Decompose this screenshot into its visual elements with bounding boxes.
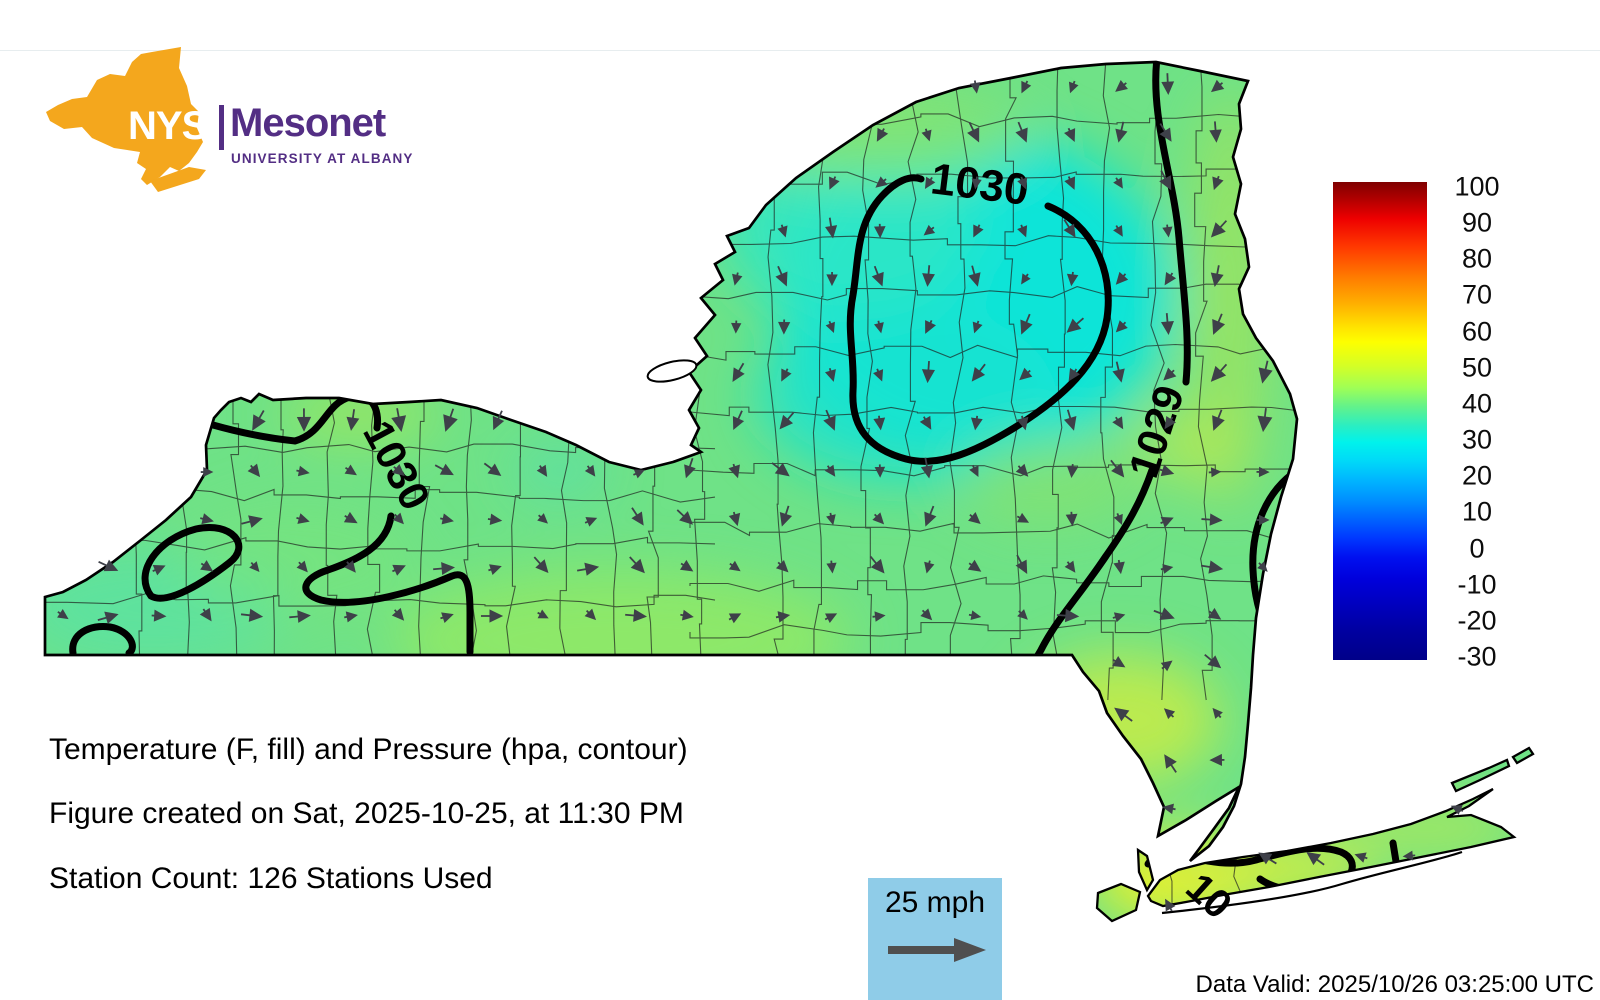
contour-label: 1030 <box>928 154 1031 215</box>
colorbar-tick: -30 <box>1457 641 1497 672</box>
colorbar-tick: 60 <box>1461 316 1493 347</box>
ny-state-silhouette <box>46 47 203 185</box>
logo-divider-bar <box>219 105 224 150</box>
long-island-logo-sliver <box>150 167 206 192</box>
logo-mesonet-text: Mesonet <box>230 101 386 145</box>
colorbar-tick: -10 <box>1457 569 1497 600</box>
county-borders <box>45 62 1311 907</box>
colorbar-tick: 40 <box>1461 388 1493 419</box>
colorbar-tick: -20 <box>1457 605 1497 636</box>
wind-reference-arrow-icon <box>888 938 986 962</box>
logo-tagline: UNIVERSITY AT ALBANY <box>231 151 414 166</box>
logo-nys-text: NYS <box>128 104 208 148</box>
figure-top-border <box>0 50 1600 51</box>
colorbar-tick: 90 <box>1461 207 1493 238</box>
wind-speed-legend: 25 mph <box>868 878 1002 1000</box>
oneida-lake <box>646 359 698 383</box>
nys-mesonet-logo: NYS Mesonet UNIVERSITY AT ALBANY <box>0 0 440 220</box>
colorbar-tick: 70 <box>1461 279 1493 310</box>
figure-created-text: Figure created on Sat, 2025-10-25, at 11… <box>49 797 684 830</box>
barrier-island-line <box>1161 850 1463 915</box>
figure-title: Temperature (F, fill) and Pressure (hpa,… <box>49 733 688 766</box>
colorbar-tick: 20 <box>1461 460 1493 491</box>
colorbar-tick: 80 <box>1461 243 1493 274</box>
data-valid-timestamp: Data Valid: 2025/10/26 03:25:00 UTC <box>1195 971 1594 998</box>
wind-speed-label: 25 mph <box>884 886 986 919</box>
colorbar-tick: 50 <box>1461 352 1493 383</box>
colorbar-tick: 100 <box>1454 171 1500 202</box>
state-outline <box>43 60 1535 923</box>
colorbar-tick: 30 <box>1461 424 1493 455</box>
temperature-colorbar <box>1333 182 1427 660</box>
colorbar-tick-labels: 100 90 80 70 60 50 40 30 20 10 0 -10 -20 -30 <box>1436 172 1518 672</box>
ny-state-logo-shape <box>46 47 206 192</box>
station-count-text: Station Count: 126 Stations Used <box>49 862 493 895</box>
colorbar-tick: 10 <box>1461 496 1493 527</box>
colorbar-tick: 0 <box>1469 533 1485 563</box>
wind-arrows <box>57 73 1464 912</box>
